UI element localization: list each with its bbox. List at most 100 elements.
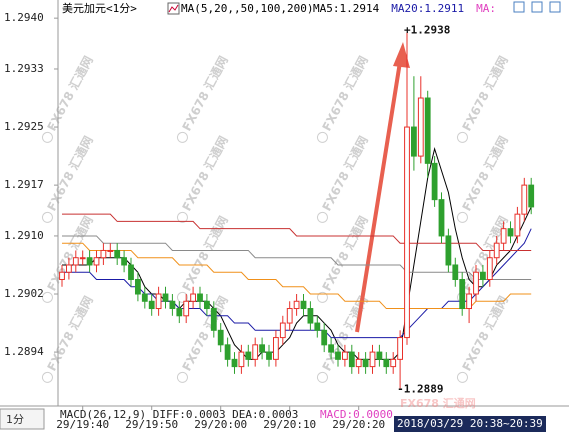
x-tick-label: 29/20:20	[332, 418, 385, 431]
macd-value: MACD:0.0000	[320, 408, 393, 421]
candle-body	[376, 351, 383, 360]
candle-body	[210, 308, 217, 331]
candle-body	[238, 351, 245, 368]
candle-body	[66, 264, 72, 273]
x-tick-label: 29/20:00	[194, 418, 247, 431]
candle-body	[438, 199, 445, 237]
y-tick-label: 1.2894	[4, 345, 44, 358]
ma-line	[62, 213, 532, 251]
y-tick-label: 1.2917	[4, 178, 44, 191]
candle-body	[424, 97, 431, 164]
candle-body	[431, 162, 438, 201]
candle-body	[507, 228, 514, 237]
candle-body	[59, 271, 65, 280]
candle-body	[197, 293, 203, 302]
candle-body	[397, 337, 404, 360]
candle-body	[466, 293, 473, 310]
arrow	[355, 42, 410, 333]
candle-body	[528, 184, 535, 208]
window-button[interactable]	[513, 1, 525, 13]
candle-body	[473, 271, 479, 295]
watermark-icon	[456, 131, 468, 143]
candle-body	[93, 257, 100, 266]
chart-title: 美元加元<1分>	[62, 2, 137, 15]
y-tick-label: 1.2910	[4, 229, 44, 242]
candle-body	[500, 228, 507, 244]
candle-body	[245, 351, 252, 360]
candle-body	[286, 308, 293, 324]
y-tick-label: 1.2925	[4, 120, 44, 133]
indicator-icon-line	[168, 4, 179, 13]
y-tick-label: 1.2933	[4, 62, 44, 75]
candle-body	[231, 358, 238, 368]
watermark-icon	[456, 371, 468, 383]
candle-body	[148, 300, 155, 310]
candle-body	[183, 300, 190, 317]
high-label: +1.2938	[404, 24, 450, 37]
watermark-icon	[41, 131, 53, 143]
y-tick-label: 1.2902	[4, 287, 44, 300]
candle-body	[100, 249, 107, 259]
x-tick-label: 29/19:50	[125, 418, 178, 431]
macd-label: MACD(26,12,9) DIFF:0.0003 DEA:0.0003	[60, 408, 298, 421]
candle-body	[259, 344, 266, 353]
candle-body	[224, 344, 231, 360]
candle-body	[486, 257, 493, 280]
candle-body	[273, 337, 279, 360]
period-tab[interactable]	[0, 408, 45, 430]
indicator: MA(5,20,,50,100,200)	[181, 2, 313, 15]
candle-body	[445, 235, 452, 266]
candle-body	[493, 242, 500, 259]
candle-body	[252, 344, 259, 360]
watermark-icon	[316, 371, 328, 383]
candle-body	[204, 300, 210, 310]
arrow-shaft	[355, 61, 402, 333]
candle-body	[169, 300, 176, 310]
y-tick-label: 1.2940	[4, 11, 44, 24]
watermark-icon	[316, 211, 328, 223]
arrow-head	[393, 42, 410, 68]
candle-body	[480, 271, 486, 280]
logo-watermark: FX678 汇通网	[400, 397, 476, 410]
candle-body	[293, 300, 300, 310]
candle-body	[514, 213, 521, 237]
watermark-icon	[41, 291, 53, 303]
time-range-box	[394, 416, 546, 432]
candle-body	[328, 344, 335, 353]
time-range: 2018/03/29 20:38~20:39 四	[397, 417, 560, 430]
watermark-icon	[176, 291, 188, 303]
candle-body	[314, 322, 321, 331]
candle-body	[121, 257, 127, 266]
ma-line	[62, 146, 532, 360]
candle-body	[355, 358, 362, 368]
window-button[interactable]	[531, 1, 543, 13]
candle-body	[217, 329, 224, 346]
candle-body	[141, 293, 148, 302]
candle-body	[155, 293, 162, 310]
window-buttons[interactable]	[513, 1, 561, 13]
x-tick-label: 29/20:10	[263, 418, 316, 431]
indicator-icon	[167, 2, 180, 15]
candle-body	[300, 300, 307, 310]
watermark-icon	[176, 371, 188, 383]
watermark-icon	[176, 131, 188, 143]
candle-body	[452, 264, 459, 280]
candle-body	[128, 264, 134, 280]
candle-body	[321, 329, 328, 346]
candle-body	[176, 308, 183, 317]
legend-item: MA5:1.2914	[313, 2, 380, 15]
candle-body	[86, 257, 93, 266]
candle-body	[362, 358, 369, 368]
candle-body	[411, 126, 417, 157]
candle-body	[383, 358, 390, 368]
legend-item: MA:	[476, 2, 496, 15]
candle-body	[390, 358, 397, 368]
candle-body	[279, 322, 286, 339]
candle-body	[459, 278, 466, 310]
ma-line	[62, 242, 532, 310]
window-button[interactable]	[549, 1, 561, 13]
period-tab-label[interactable]: 1分	[6, 413, 24, 426]
candle-body	[79, 257, 86, 260]
